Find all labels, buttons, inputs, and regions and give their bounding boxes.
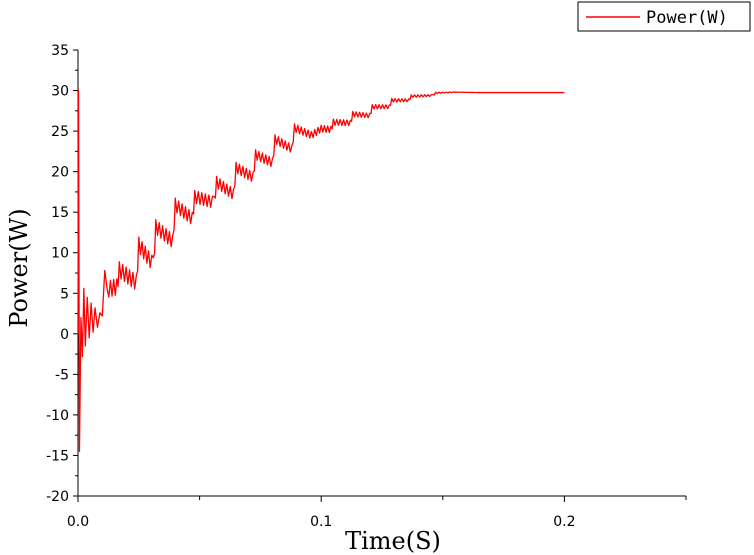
x-axis: 0.0 0.1 0.2	[67, 496, 687, 530]
y-tick-label: -15	[46, 448, 69, 464]
y-tick-label: 10	[51, 246, 69, 262]
x-tick-label: 0.0	[67, 514, 89, 530]
x-axis-title: Time(S)	[345, 527, 441, 555]
legend-label: Power(W)	[646, 8, 728, 28]
y-tick-label: 35	[51, 43, 69, 59]
y-tick-label: 5	[60, 286, 69, 302]
plot-area	[77, 50, 686, 497]
y-tick-label: 15	[51, 205, 69, 221]
y-tick-label: 20	[51, 165, 69, 181]
y-axis-title: Power(W)	[5, 208, 33, 327]
series-line-power	[77, 89, 565, 453]
x-tick-label: 0.1	[310, 514, 332, 530]
y-tick-label: -10	[46, 408, 69, 424]
y-tick-label: 30	[51, 84, 69, 100]
y-tick-label: 0	[60, 327, 69, 343]
y-axis: -20 -15 -10 -5 0 5 10 15 20 25 30 35	[46, 43, 78, 505]
y-tick-label: 25	[51, 124, 69, 140]
y-tick-label: -5	[55, 367, 69, 383]
legend: Power(W)	[577, 1, 751, 32]
series-layer	[77, 89, 565, 453]
y-tick-label: -20	[46, 489, 69, 505]
x-tick-label: 0.2	[553, 514, 575, 530]
